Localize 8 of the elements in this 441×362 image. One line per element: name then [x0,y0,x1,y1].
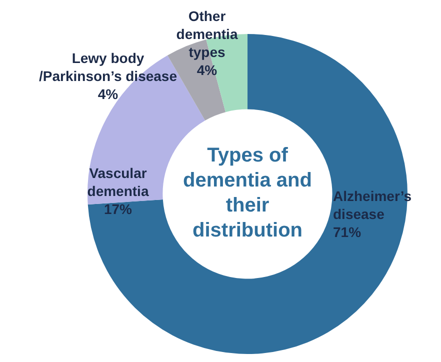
text: Types of dementia and their distribution [183,144,312,242]
data-label: 4% [98,86,119,102]
data-label: 4% [196,62,218,78]
data-label: 71% [333,224,362,240]
slice-label: Other dementia types [176,8,238,60]
data-label: 17% [104,200,133,217]
slice-label: Vascular dementia [87,164,149,199]
slice-label: Lewy body /Parkinson’s disease [39,50,178,84]
